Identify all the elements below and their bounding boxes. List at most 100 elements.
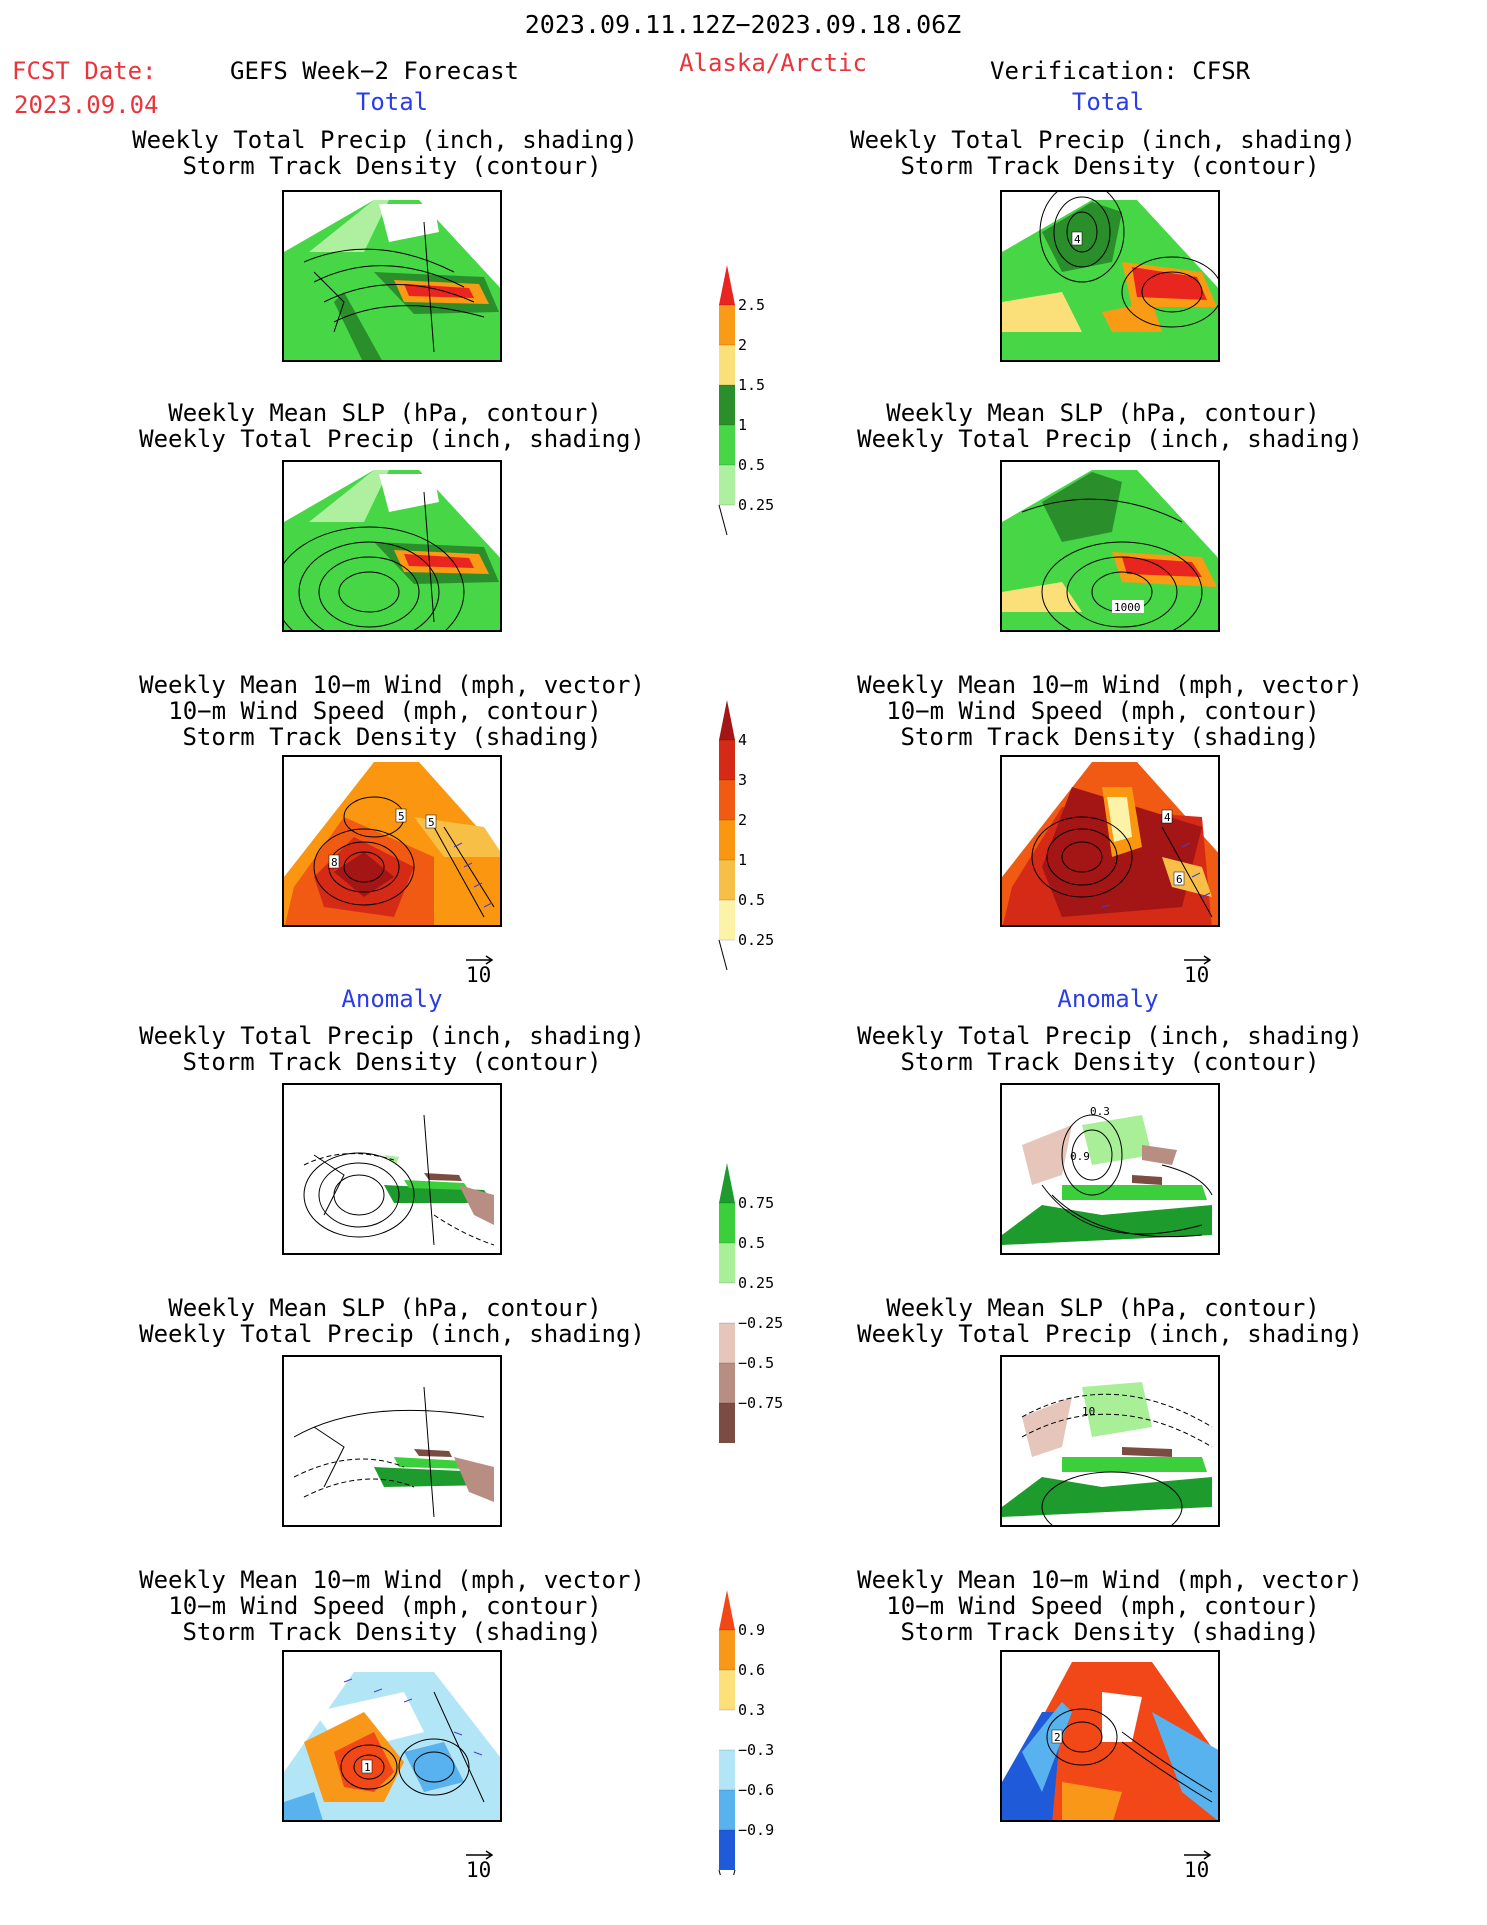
colorbar-label: −0.3	[738, 1741, 775, 1759]
map-label: 2	[1054, 1731, 1061, 1744]
colorbar-label: −0.25	[738, 1314, 784, 1332]
map-label: 1000	[1114, 601, 1141, 614]
panel-title-line: Storm Track Density (shading)	[900, 723, 1320, 751]
colorbar-label: 4	[738, 731, 748, 749]
colorbar-label: −0.6	[738, 1781, 775, 1799]
colorbar-segment	[719, 1710, 735, 1750]
colorbar-segment	[719, 385, 735, 425]
map-label: 1	[364, 1761, 371, 1774]
panel-title-line: Storm Track Density (contour)	[182, 152, 602, 180]
section-total-right: Total	[1071, 88, 1145, 116]
map-label: 8	[331, 856, 338, 869]
section-anomaly-left: Anomaly	[341, 985, 443, 1013]
colorbar-segment	[719, 345, 735, 385]
verification-wind-total-map: 4 6	[1000, 755, 1220, 927]
panel-title-line: 10−m Wind Speed (mph, contour)	[886, 697, 1320, 725]
colorbar-segment	[719, 1203, 735, 1243]
colorbar-segment	[719, 860, 735, 900]
colorbar-segment	[719, 425, 735, 465]
forecast-wind-anomaly-map: 1	[282, 1650, 502, 1822]
colorbar-label: 0.25	[738, 496, 775, 514]
date-range-title: 2023.09.11.12Z−2023.09.18.06Z	[524, 10, 962, 39]
colorbar-label: 1	[738, 416, 748, 434]
colorbar-label: 0.5	[738, 1234, 766, 1252]
map-label: 4	[1074, 233, 1081, 246]
colorbar-tail	[718, 1869, 736, 1875]
panel-title-line: Weekly Total Precip (inch, shading)	[857, 1320, 1363, 1348]
panel-title-line: 10−m Wind Speed (mph, contour)	[168, 697, 602, 725]
colorbar-label: 3	[738, 771, 748, 789]
panel-title-line: 10−m Wind Speed (mph, contour)	[886, 1592, 1320, 1620]
colorbar-segment	[719, 1243, 735, 1283]
map-label: 5	[428, 816, 435, 829]
vector-reference-label: 10	[1184, 1858, 1210, 1882]
section-total-left: Total	[355, 88, 429, 116]
colorbar-segment	[719, 1363, 735, 1403]
forecast-slp-anomaly-map	[282, 1355, 502, 1527]
colorbar-segment	[719, 780, 735, 820]
colorbar-segment	[719, 265, 735, 305]
panel-title-line: Weekly Total Precip (inch, shading)	[857, 425, 1363, 453]
colorbar-total-precip	[718, 265, 735, 536]
forecast-precip-anomaly-map	[282, 1083, 502, 1255]
colorbar-segment	[719, 305, 735, 345]
fcst-date-value: 2023.09.04	[14, 91, 159, 119]
colorbar-segment	[719, 1163, 735, 1203]
panel-title-line: Storm Track Density (shading)	[182, 723, 602, 751]
colorbar-segment	[719, 1630, 735, 1670]
map-label: 5	[398, 810, 405, 823]
map-label: 6	[1176, 873, 1183, 886]
colorbar-label: −0.75	[738, 1394, 784, 1412]
colorbar-segment	[719, 900, 735, 940]
colorbar-label: −0.9	[738, 1821, 775, 1839]
panel-title-line: Storm Track Density (contour)	[182, 1048, 602, 1076]
panel-title-line: Weekly Total Precip (inch, shading)	[139, 425, 645, 453]
colorbar-label: 0.25	[738, 1274, 775, 1292]
panel-title-line: Storm Track Density (shading)	[900, 1618, 1320, 1646]
colorbar-segment	[719, 700, 735, 740]
colorbar-label: 2.5	[738, 296, 766, 314]
colorbar-tail	[718, 939, 728, 971]
vector-reference-arrow	[466, 955, 494, 965]
colorbar-label: 0.5	[738, 456, 766, 474]
colorbar-label: 2	[738, 336, 748, 354]
panel-title-line: Weekly Mean 10−m Wind (mph, vector)	[139, 1566, 645, 1594]
colorbar-segment	[719, 1283, 735, 1323]
colorbar-label: 2	[738, 811, 748, 829]
colorbar-label: 0.25	[738, 931, 775, 949]
panel-title-line: Weekly Total Precip (inch, shading)	[139, 1022, 645, 1050]
colorbar-segment	[719, 1670, 735, 1710]
map-label: 0.3	[1090, 1105, 1110, 1118]
map-label: 4	[1164, 811, 1171, 824]
panel-title-line: Storm Track Density (contour)	[900, 152, 1320, 180]
forecast-slp-total-map	[282, 460, 502, 632]
colorbar-label: 0.5	[738, 891, 766, 909]
colorbar-segment	[719, 1323, 735, 1363]
panel-title-line: Weekly Total Precip (inch, shading)	[132, 126, 638, 154]
panel-title-line: Weekly Mean SLP (hPa, contour)	[168, 1294, 602, 1322]
verification-title: Verification: CFSR	[990, 57, 1251, 85]
panel-title-line: Weekly Mean 10−m Wind (mph, vector)	[857, 1566, 1363, 1594]
panel-title-line: Weekly Mean SLP (hPa, contour)	[886, 399, 1320, 427]
fcst-date-label: FCST Date:	[12, 57, 157, 85]
colorbar-label: 0.3	[738, 1701, 766, 1719]
region-title: Alaska/Arctic	[679, 49, 867, 77]
panel-title-line: Storm Track Density (contour)	[900, 1048, 1320, 1076]
colorbar-tail	[718, 504, 728, 536]
model-title: GEFS Week−2 Forecast	[230, 57, 519, 85]
colorbar-label: 1	[738, 851, 748, 869]
colorbar-segment	[719, 820, 735, 860]
colorbar-total-track	[718, 700, 735, 971]
verification-slp-anomaly-map: 10	[1000, 1355, 1220, 1527]
colorbar-segment	[719, 1750, 735, 1790]
colorbar-label: 0.9	[738, 1621, 766, 1639]
section-anomaly-right: Anomaly	[1057, 985, 1159, 1013]
forecast-precip-total-map	[282, 190, 502, 362]
vector-reference-label: 10	[466, 963, 492, 987]
colorbar-segment	[719, 1830, 735, 1870]
panel-title-line: Weekly Total Precip (inch, shading)	[139, 1320, 645, 1348]
forecast-wind-total-map: 5 5 8	[282, 755, 502, 927]
colorbar-segment	[719, 1790, 735, 1830]
colorbar-label: 0.75	[738, 1194, 775, 1212]
panel-title-line: Weekly Mean SLP (hPa, contour)	[168, 399, 602, 427]
